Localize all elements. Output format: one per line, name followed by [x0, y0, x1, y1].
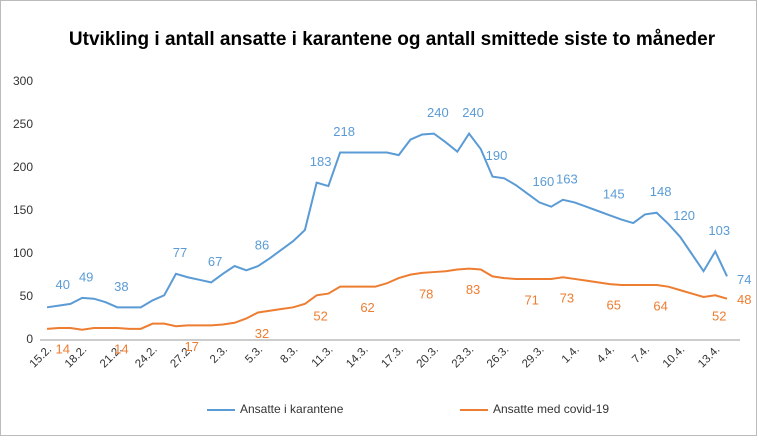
data-label: 190	[486, 148, 508, 163]
data-label: 160	[533, 174, 555, 189]
data-label: 17	[184, 339, 198, 354]
data-label: 148	[650, 184, 672, 199]
y-tick-label: 300	[13, 74, 33, 88]
line-series	[46, 267, 728, 331]
data-label: 14	[55, 341, 69, 356]
data-label: 78	[419, 286, 433, 301]
data-label: 67	[208, 254, 222, 269]
y-tick-label: 50	[20, 289, 34, 303]
legend-label: Ansatte i karantene	[240, 402, 344, 416]
legend-label: Ansatte med covid-19	[493, 402, 609, 416]
data-label: 38	[114, 279, 128, 294]
y-tick-label: 150	[13, 203, 33, 217]
y-tick-label: 200	[13, 160, 33, 174]
data-label: 40	[55, 277, 69, 292]
data-label: 49	[79, 269, 93, 284]
data-label: 218	[333, 124, 355, 139]
data-label: 183	[310, 154, 332, 169]
data-label: 120	[673, 208, 695, 223]
data-label: 240	[427, 105, 449, 120]
data-label: 163	[556, 171, 578, 186]
data-label: 83	[466, 282, 480, 297]
y-tick-label: 0	[26, 332, 33, 346]
chart-title: Utvikling i antall ansatte i karantene o…	[69, 29, 716, 50]
line-series	[46, 131, 728, 309]
data-label: 52	[313, 309, 327, 324]
data-label: 73	[560, 291, 574, 306]
data-label: 62	[360, 300, 374, 315]
y-tick-label: 250	[13, 117, 33, 131]
data-label: 86	[255, 237, 269, 252]
data-label: 32	[255, 326, 269, 341]
data-label: 65	[607, 298, 621, 313]
data-label: 52	[712, 309, 726, 324]
data-label: 103	[708, 223, 730, 238]
y-tick-label: 100	[13, 246, 33, 260]
data-label: 14	[114, 341, 128, 356]
data-label: 48	[737, 292, 751, 307]
data-label: 74	[737, 272, 751, 287]
data-label: 71	[524, 292, 538, 307]
data-label: 240	[462, 105, 484, 120]
data-label: 77	[173, 245, 187, 260]
data-label: 64	[653, 298, 667, 313]
data-label: 145	[603, 187, 625, 202]
